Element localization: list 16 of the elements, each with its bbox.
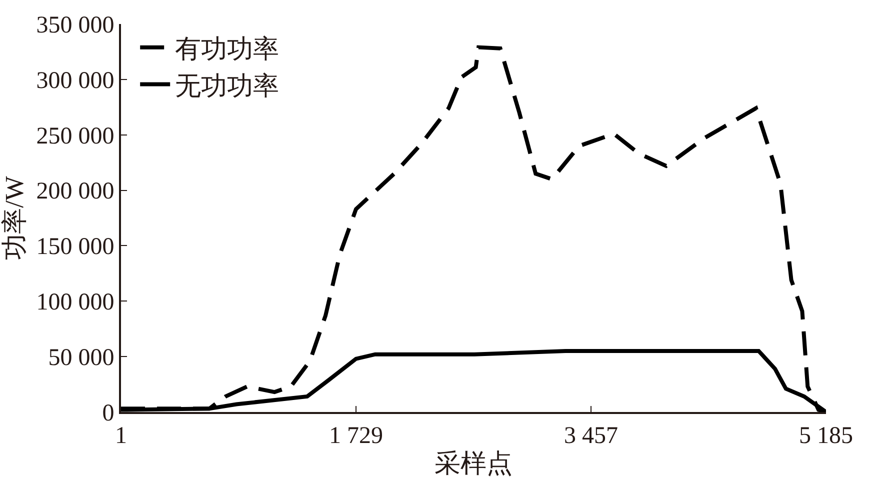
x-tick-label: 5 185 (799, 422, 853, 449)
y-tick-label: 50 000 (48, 344, 114, 371)
y-tick-label: 250 000 (36, 123, 114, 150)
x-tick-label: 3 457 (564, 422, 618, 449)
x-axis-title: 采样点 (434, 449, 512, 478)
y-tick-label: 100 000 (36, 290, 114, 316)
y-tick-label: 150 000 (36, 234, 114, 260)
y-tick-label: 200 000 (36, 178, 114, 205)
y-axis-title: 功率/W (0, 176, 29, 260)
x-tick-label: 1 (115, 422, 127, 449)
y-tick-label: 350 000 (36, 12, 114, 38)
y-tick-label: 0 (102, 400, 114, 426)
legend-label: 无功功率 (175, 71, 280, 100)
y-tick-label: 300 000 (36, 68, 114, 94)
x-tick-label: 1 729 (329, 422, 383, 449)
legend-label: 有功功率 (175, 34, 280, 64)
